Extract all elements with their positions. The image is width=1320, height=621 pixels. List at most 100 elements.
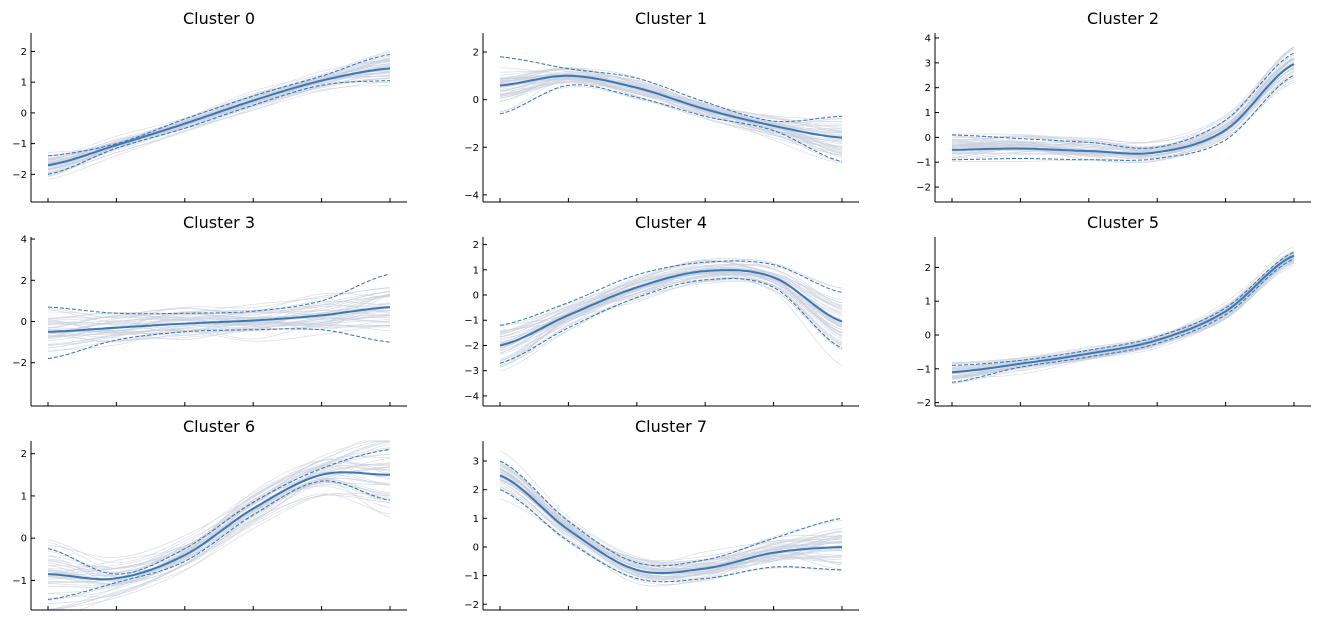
y-tick-label: −4: [464, 190, 479, 201]
trajectory-line: [951, 258, 1295, 377]
y-tick-label: 1: [21, 491, 27, 502]
y-tick-label: 2: [21, 276, 27, 287]
panel-title: Cluster 6: [183, 417, 255, 436]
trajectory-line: [47, 77, 391, 175]
trajectory-line: [47, 485, 391, 610]
y-tick-label: 0: [925, 133, 931, 144]
mean-line: [499, 474, 843, 574]
trajectory-line: [951, 63, 1295, 153]
trajectory-line: [499, 273, 843, 344]
y-tick-label: 2: [925, 83, 931, 94]
panel-title: Cluster 4: [635, 213, 707, 232]
trajectory-line: [499, 280, 843, 365]
trajectory-line: [47, 464, 391, 577]
trajectory-line: [47, 310, 391, 333]
upper-band-line: [47, 449, 391, 575]
trajectory-line: [499, 274, 843, 354]
y-tick-label: 4: [925, 33, 931, 44]
background-trajectories: [47, 287, 391, 352]
y-tick-label: 0: [473, 291, 479, 302]
trajectory-line: [47, 482, 391, 594]
trajectory-line: [499, 260, 843, 338]
trajectory-line: [47, 84, 391, 180]
mean-line: [47, 67, 391, 167]
trajectory-line: [951, 258, 1295, 373]
y-tick-label: −2: [916, 183, 931, 194]
trajectory-line: [47, 59, 391, 157]
upper-band-line: [499, 56, 843, 123]
y-tick-label: 2: [21, 47, 27, 58]
mean-line: [47, 306, 391, 333]
background-trajectories: [499, 258, 843, 372]
y-tick-label: −1: [916, 364, 931, 375]
upper-band-line: [47, 54, 391, 157]
mean-line: [499, 269, 843, 347]
lower-band-line: [499, 489, 843, 583]
y-tick-label: 2: [925, 263, 931, 274]
trajectory-line: [951, 245, 1295, 365]
trajectory-line: [499, 475, 843, 577]
trajectory-line: [951, 261, 1295, 377]
trajectory-line: [499, 263, 843, 334]
background-trajectories: [499, 67, 843, 164]
y-tick-label: 1: [21, 78, 27, 89]
trajectory-line: [951, 250, 1295, 374]
trajectory-line: [499, 80, 843, 156]
cluster-panel-6: −1 0 1 2 Cluster 6: [12, 417, 407, 611]
y-tick-label: 0: [21, 317, 27, 328]
y-tick-label: 2: [473, 48, 479, 59]
trajectory-line: [47, 456, 390, 583]
y-tick-label: 0: [473, 542, 479, 553]
trajectory-line: [499, 463, 843, 564]
trajectory-line: [47, 440, 390, 569]
y-tick-label: 1: [925, 297, 931, 308]
trajectory-line: [47, 493, 391, 611]
y-tick-label: −3: [464, 366, 479, 377]
trajectory-line: [499, 272, 843, 348]
y-tick-label: 0: [21, 534, 27, 545]
lower-band-line: [499, 277, 843, 364]
cluster-panel-4: −4 −3 −2 −1 0 1 2 Cluster 4: [464, 213, 859, 407]
mean-line: [951, 254, 1295, 374]
mean-line: [952, 63, 1295, 155]
trajectory-line: [499, 471, 843, 569]
lower-band-line: [47, 328, 391, 360]
trajectory-line: [951, 54, 1295, 144]
trajectory-line: [47, 77, 391, 178]
trajectory-line: [47, 440, 391, 575]
trajectory-line: [951, 252, 1295, 364]
y-tick-label: 1: [925, 108, 931, 119]
trajectory-line: [499, 86, 843, 156]
y-tick-label: −1: [464, 571, 479, 582]
y-tick-label: 3: [925, 58, 931, 69]
trajectory-line: [47, 81, 391, 174]
trajectory-line: [47, 52, 391, 163]
lower-band-line: [951, 258, 1295, 383]
trajectory-line: [47, 305, 390, 326]
trajectory-line: [47, 317, 391, 352]
cluster-panel-2: −2 −1 0 1 2 3 4 Cluster 2: [916, 9, 1311, 203]
upper-band-line: [499, 460, 843, 567]
trajectory-line: [951, 253, 1295, 372]
trajectory-line: [47, 324, 391, 351]
trajectory-line: [952, 47, 1295, 147]
y-tick-label: 3: [473, 457, 479, 468]
trajectory-line: [48, 492, 390, 611]
trajectory-line: [499, 463, 843, 570]
upper-band-line: [951, 52, 1295, 149]
trajectory-line: [499, 266, 843, 338]
y-tick-label: −2: [12, 170, 27, 181]
y-tick-label: −2: [464, 341, 479, 352]
trajectory-line: [951, 256, 1295, 374]
upper-band-line: [499, 260, 843, 326]
trajectory-line: [499, 76, 843, 154]
y-tick-label: 2: [21, 449, 27, 460]
trajectory-line: [47, 307, 391, 328]
trajectory-line: [47, 306, 391, 349]
trajectory-line: [47, 77, 391, 176]
y-tick-label: −4: [464, 391, 479, 402]
y-tick-label: −1: [916, 158, 931, 169]
cluster-panel-7: −2 −1 0 1 2 3 Cluster 7: [464, 417, 859, 611]
trajectory-line: [951, 59, 1295, 156]
background-trajectories: [951, 245, 1295, 384]
